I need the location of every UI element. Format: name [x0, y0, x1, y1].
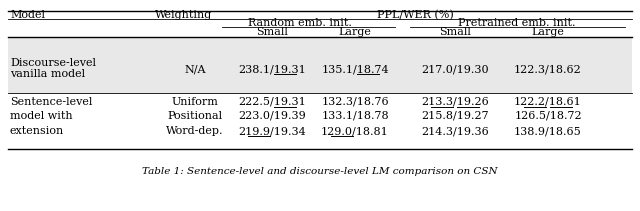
Text: 215.8/19.27: 215.8/19.27: [421, 111, 489, 121]
Text: Sentence-level: Sentence-level: [10, 97, 92, 107]
Text: N/A: N/A: [184, 64, 205, 74]
Text: 132.3/18.76: 132.3/18.76: [321, 97, 389, 107]
Text: Small: Small: [256, 27, 288, 37]
Text: 219.9/19.34: 219.9/19.34: [238, 126, 306, 136]
Text: Positional: Positional: [168, 111, 223, 121]
Text: Weighting: Weighting: [155, 10, 212, 20]
Text: 122.3/18.62: 122.3/18.62: [514, 64, 582, 74]
Text: 238.1/19.31: 238.1/19.31: [238, 64, 306, 74]
Text: model with: model with: [10, 111, 72, 121]
Text: 133.1/18.78: 133.1/18.78: [321, 111, 389, 121]
Text: Pretrained emb. init.: Pretrained emb. init.: [458, 18, 576, 28]
Text: 213.3/19.26: 213.3/19.26: [421, 97, 489, 107]
Text: Model: Model: [10, 10, 45, 20]
Bar: [8, 37, 632, 93]
Text: 138.9/18.65: 138.9/18.65: [514, 126, 582, 136]
Text: 217.0/19.30: 217.0/19.30: [421, 64, 489, 74]
Text: Random emb. init.: Random emb. init.: [248, 18, 352, 28]
Text: Word-dep.: Word-dep.: [166, 126, 224, 136]
Text: vanilla model: vanilla model: [10, 69, 85, 79]
Text: 135.1/18.74: 135.1/18.74: [321, 64, 389, 74]
Text: PPL/WER (%): PPL/WER (%): [376, 10, 453, 20]
Text: Large: Large: [532, 27, 564, 37]
Text: Discourse-level: Discourse-level: [10, 58, 96, 68]
Text: Large: Large: [339, 27, 371, 37]
Text: 122.2/18.61: 122.2/18.61: [514, 97, 582, 107]
Text: Table 1: Sentence-level and discourse-level LM comparison on CSN: Table 1: Sentence-level and discourse-le…: [142, 166, 498, 176]
Text: 126.5/18.72: 126.5/18.72: [514, 111, 582, 121]
Text: 129.0/18.81: 129.0/18.81: [321, 126, 389, 136]
Text: 223.0/19.39: 223.0/19.39: [238, 111, 306, 121]
Text: Uniform: Uniform: [172, 97, 218, 107]
Text: 222.5/19.31: 222.5/19.31: [238, 97, 306, 107]
Text: Small: Small: [439, 27, 471, 37]
Text: 214.3/19.36: 214.3/19.36: [421, 126, 489, 136]
Text: extension: extension: [10, 126, 64, 136]
